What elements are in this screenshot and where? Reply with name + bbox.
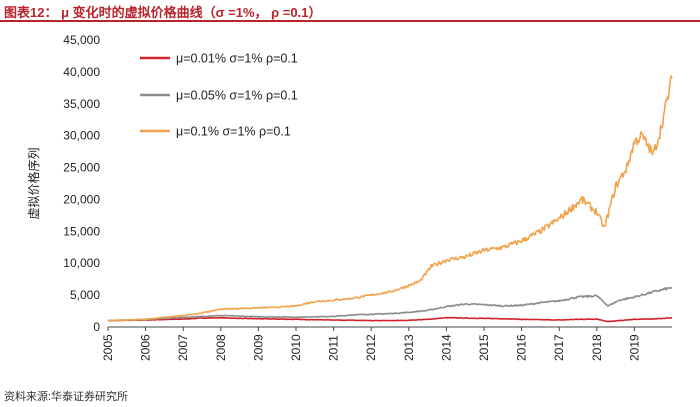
y-tick-label: 25,000 <box>63 161 100 175</box>
y-tick-label: 45,000 <box>63 33 100 47</box>
x-tick-label: 2018 <box>590 334 604 361</box>
series-line-1 <box>107 316 673 323</box>
y-tick-label: 10,000 <box>63 256 100 270</box>
x-tick-label: 2017 <box>552 334 566 361</box>
y-tick-label: 40,000 <box>63 65 100 79</box>
y-tick-label: 30,000 <box>63 129 100 143</box>
y-tick-label: 15,000 <box>63 224 100 238</box>
x-tick-label: 2019 <box>627 334 641 361</box>
series-line-3 <box>107 75 673 322</box>
chart-series <box>107 75 673 323</box>
x-tick-label: 2009 <box>251 334 265 361</box>
x-tick-label: 2008 <box>214 334 228 361</box>
y-tick-label: 5,000 <box>70 288 100 302</box>
x-tick-label: 2006 <box>139 334 153 361</box>
series-line-2 <box>108 286 673 322</box>
y-tick-label: 0 <box>93 320 100 334</box>
legend-label-1: μ=0.01% σ=1% ρ=0.1 <box>176 52 298 66</box>
y-tick-label: 35,000 <box>63 97 100 111</box>
x-tick-label: 2015 <box>477 334 491 361</box>
x-tick-label: 2011 <box>327 335 341 361</box>
x-tick-label: 2005 <box>101 334 115 361</box>
y-tick-label: 20,000 <box>63 192 100 206</box>
x-tick-label: 2016 <box>515 334 529 361</box>
source-note: 资料来源:华泰证券研究所 <box>4 391 129 403</box>
title-bar <box>0 0 700 22</box>
x-tick-label: 2010 <box>289 334 303 361</box>
legend-label-2: μ=0.05% σ=1% ρ=0.1 <box>176 89 298 103</box>
x-tick-label: 2012 <box>364 334 378 361</box>
x-tick-label: 2013 <box>402 334 416 361</box>
chart-axes: 0 5,000 10,000 15,000 20,000 25,000 30,000 35,0… <box>63 33 672 361</box>
chart-legend: μ=0.01% σ=1% ρ=0.1 μ=0.05% σ=1% ρ=0.1 μ=0.… <box>140 52 298 139</box>
x-tick-label: 2014 <box>439 334 453 361</box>
x-tick-label: 2007 <box>176 334 190 361</box>
legend-label-3: μ=0.1% σ=1% ρ=0.1 <box>176 125 291 139</box>
chart-title: 图表12： μ 变化时的虚拟价格曲线（σ =1%， ρ =0.1） <box>4 5 322 20</box>
y-axis-label: 虚拟价格序列 <box>26 147 41 219</box>
